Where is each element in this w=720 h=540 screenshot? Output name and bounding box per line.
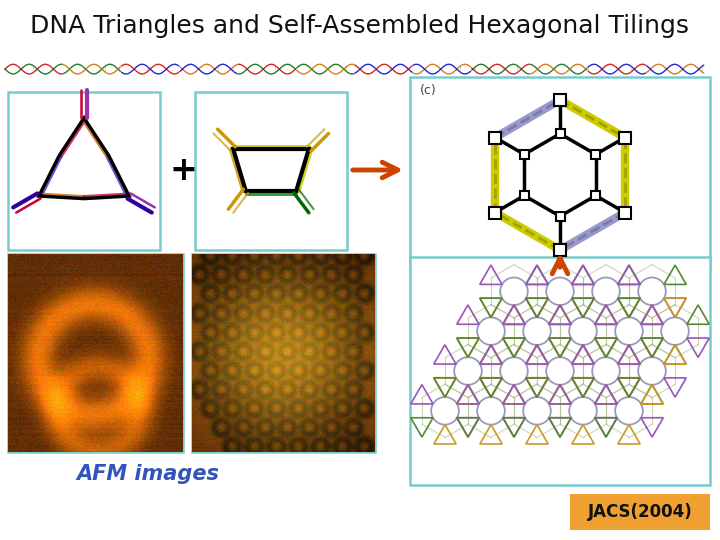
Bar [195,92,347,250]
Bar [8,254,183,452]
Bar [556,129,564,138]
Bar [556,212,564,221]
Bar [619,206,631,219]
Bar [489,206,501,219]
Bar [520,191,528,200]
Bar [520,150,528,159]
Text: DNA Triangles and Self-Assembled Hexagonal Tilings: DNA Triangles and Self-Assembled Hexagon… [30,14,690,37]
Bar [410,257,710,485]
Bar [8,92,160,250]
Bar [591,191,600,200]
Bar [554,94,566,106]
Bar [591,150,600,159]
Text: (c): (c) [420,84,437,97]
Bar [619,132,631,144]
Text: JACS(2004): JACS(2004) [588,503,693,521]
Bar [489,132,501,144]
Bar [192,254,375,452]
Bar [570,494,710,530]
Bar [554,244,566,256]
Text: AFM images: AFM images [76,464,219,484]
Bar [410,77,710,272]
Text: +: + [169,153,197,186]
